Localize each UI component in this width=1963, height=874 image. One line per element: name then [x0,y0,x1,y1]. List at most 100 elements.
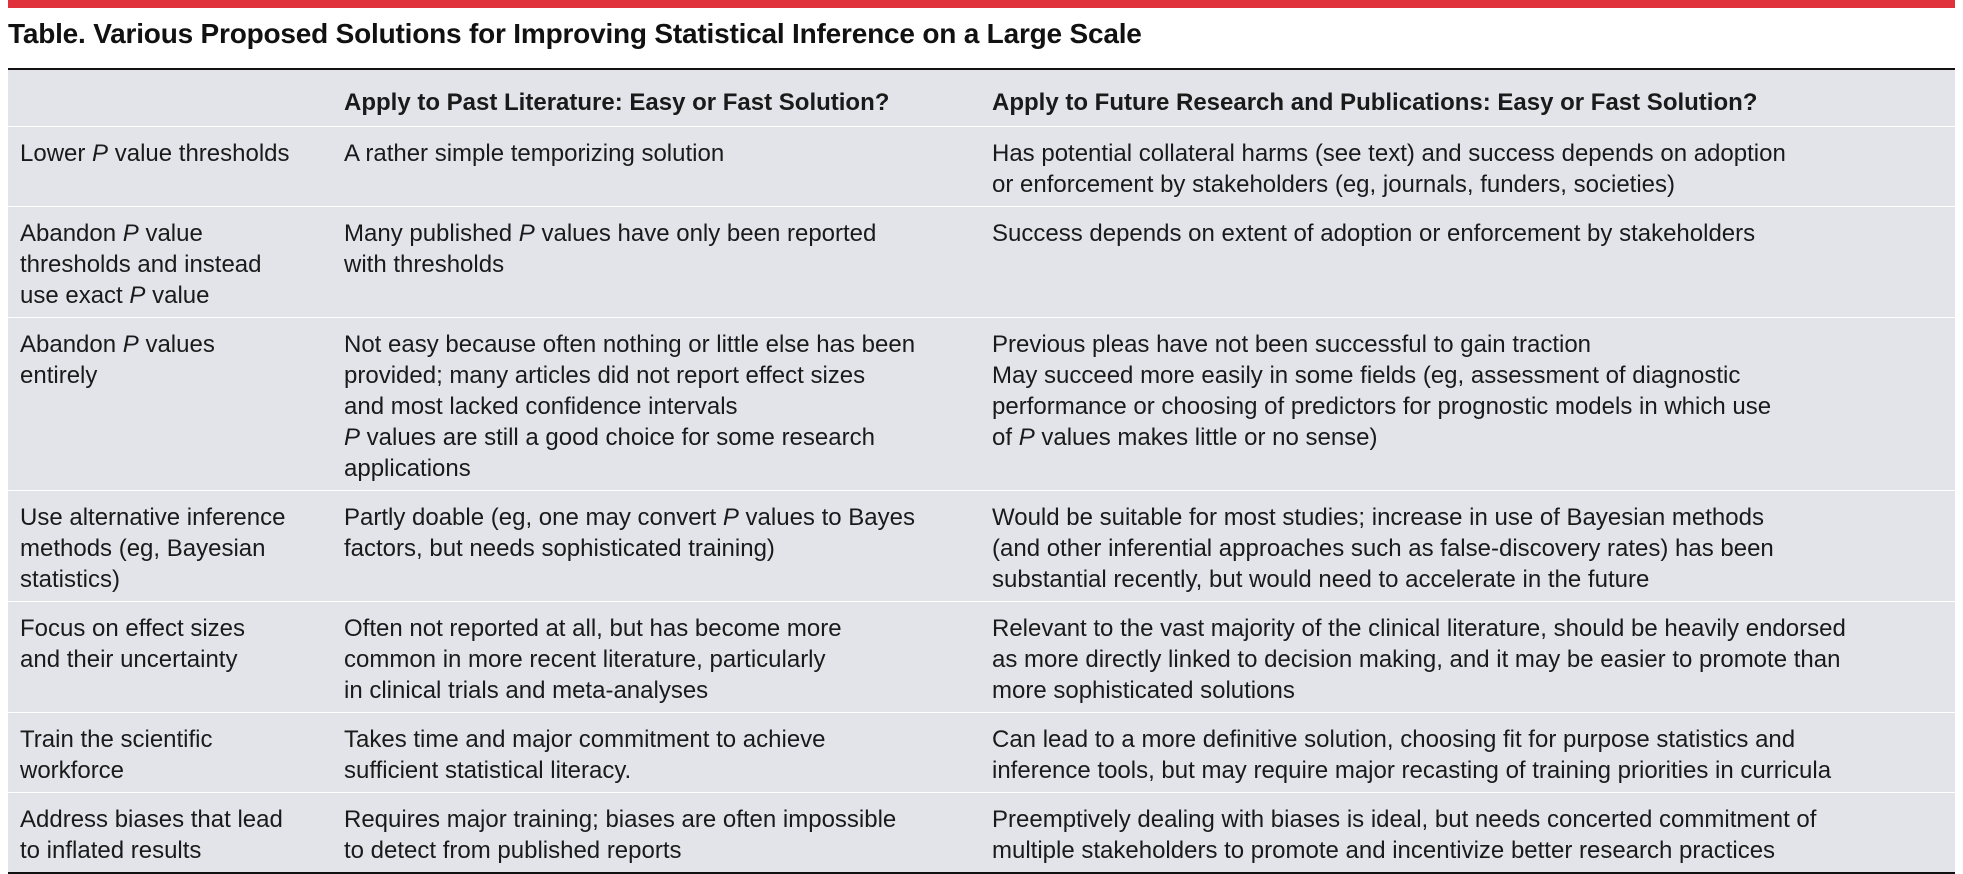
cell-line: A rather simple temporizing solution [344,138,970,169]
cell-line: Has potential collateral harms (see text… [992,138,1945,169]
cell-line: performance or choosing of predictors fo… [992,391,1945,422]
cell-line: applications [344,453,970,484]
text-segment: Can lead to a more definitive solution, … [992,726,1796,753]
table-body: Lower P value thresholds A rather simple … [8,126,1955,873]
italic-symbol: P [722,504,739,531]
past-literature-cell: Requires major training; biases are ofte… [332,793,980,873]
text-segment: Train the scientific [20,726,213,753]
cell-line: Use alternative inference [20,502,322,533]
cell-line: Not easy because often nothing or little… [344,329,970,360]
header-solution [8,70,332,127]
cell-line: Abandon P values [20,329,322,360]
cell-line: Previous pleas have not been successful … [992,329,1945,360]
cell-line: Often not reported at all, but has becom… [344,613,970,644]
cell-line: factors, but needs sophisticated trainin… [344,533,970,564]
italic-symbol: P [518,220,535,247]
text-segment: Not easy because often nothing or little… [344,331,916,358]
text-segment: Many published [344,220,519,247]
cell-line: Focus on effect sizes [20,613,322,644]
solution-cell: Use alternative inference methods (eg, Ba… [8,491,332,602]
text-segment: sufficient statistical literacy. [344,757,632,784]
text-segment: or enforcement by stakeholders (eg, jour… [992,171,1676,198]
text-segment: Abandon [20,331,123,358]
text-segment: Takes time and major commitment to achie… [344,726,826,753]
cell-line: as more directly linked to decision maki… [992,644,1945,675]
future-research-cell: Relevant to the vast majority of the cli… [980,602,1955,713]
future-research-cell: Preemptively dealing with biases is idea… [980,793,1955,873]
top-accent-rule [8,0,1955,8]
cell-line: in clinical trials and meta-analyses [344,675,970,706]
table-row: Train the scientific workforce Takes time … [8,712,1955,793]
cell-line: thresholds and instead [20,249,322,280]
cell-line: Would be suitable for most studies; incr… [992,502,1945,533]
solution-cell: Lower P value thresholds [8,127,332,207]
text-segment: to inflated results [20,837,202,864]
cell-line: Lower P value thresholds [20,138,322,169]
text-segment: to detect from published reports [344,837,682,864]
cell-line: or enforcement by stakeholders (eg, jour… [992,169,1945,200]
title-underline [8,68,1955,70]
text-segment: Relevant to the vast majority of the cli… [992,615,1846,642]
cell-line: substantial recently, but would need to … [992,564,1945,595]
cell-line: Success depends on extent of adoption or… [992,218,1945,249]
future-research-cell: Success depends on extent of adoption or… [980,207,1955,318]
text-segment: Previous pleas have not been successful … [992,331,1592,358]
past-literature-cell: Many published P values have only been r… [332,207,980,318]
cell-line: Many published P values have only been r… [344,218,970,249]
header-future-research: Apply to Future Research and Publication… [992,89,1758,116]
past-literature-cell: A rather simple temporizing solution [332,127,980,207]
cell-line: Relevant to the vast majority of the cli… [992,613,1945,644]
text-segment: Abandon [20,220,123,247]
cell-line: multiple stakeholders to promote and inc… [992,835,1945,866]
text-segment: May succeed more easily in some fields (… [992,362,1741,389]
cell-line: methods (eg, Bayesian [20,533,322,564]
cell-line: workforce [20,755,322,786]
cell-line: with thresholds [344,249,970,280]
cell-line: (and other inferential approaches such a… [992,533,1945,564]
text-segment: of [992,424,1019,451]
cell-line: Partly doable (eg, one may convert P val… [344,502,970,533]
table-header: Apply to Past Literature: Easy or Fast S… [8,70,1955,127]
cell-line: P values are still a good choice for som… [344,422,970,453]
cell-line: Train the scientific [20,724,322,755]
text-segment: value thresholds [108,140,290,167]
cell-line: Can lead to a more definitive solution, … [992,724,1945,755]
text-segment: Has potential collateral harms (see text… [992,140,1786,167]
text-segment: values are still a good choice for some … [360,424,875,451]
cell-line: and most lacked confidence intervals [344,391,970,422]
header-row: Apply to Past Literature: Easy or Fast S… [8,70,1955,127]
text-segment: as more directly linked to decision maki… [992,646,1841,673]
text-segment: values to Bayes [738,504,915,531]
text-segment: Focus on effect sizes [20,615,245,642]
cell-line: Requires major training; biases are ofte… [344,804,970,835]
text-segment: with thresholds [344,251,505,278]
past-literature-cell: Often not reported at all, but has becom… [332,602,980,713]
text-segment: substantial recently, but would need to … [992,566,1650,593]
solution-cell: Abandon P value thresholds and instead use… [8,207,332,318]
cell-line: to detect from published reports [344,835,970,866]
text-segment: thresholds and instead [20,251,262,278]
text-segment: Often not reported at all, but has becom… [344,615,842,642]
solutions-table-container: Apply to Past Literature: Easy or Fast S… [8,70,1955,874]
text-segment: Lower [20,140,93,167]
cell-line: Abandon P value [20,218,322,249]
cell-line: use exact P value [20,280,322,311]
future-research-cell: Would be suitable for most studies; incr… [980,491,1955,602]
cell-line: Address biases that lead [20,804,322,835]
cell-line: and their uncertainty [20,644,322,675]
future-research-cell: Has potential collateral harms (see text… [980,127,1955,207]
text-segment: in clinical trials and meta-analyses [344,677,709,704]
text-segment: statistics) [20,566,121,593]
past-literature-cell: Partly doable (eg, one may convert P val… [332,491,980,602]
text-segment: values makes little or no sense) [1034,424,1378,451]
future-research-cell: Previous pleas have not been successful … [980,318,1955,491]
text-segment: Requires major training; biases are ofte… [344,806,897,833]
solution-cell: Address biases that lead to inflated resu… [8,793,332,873]
past-literature-cell: Takes time and major commitment to achie… [332,713,980,793]
cell-line: provided; many articles did not report e… [344,360,970,391]
table-row: Lower P value thresholds A rather simple … [8,126,1955,207]
cell-line: sufficient statistical literacy. [344,755,970,786]
italic-symbol: P [92,140,109,167]
text-segment: use exact [20,282,130,309]
italic-symbol: P [122,331,139,358]
